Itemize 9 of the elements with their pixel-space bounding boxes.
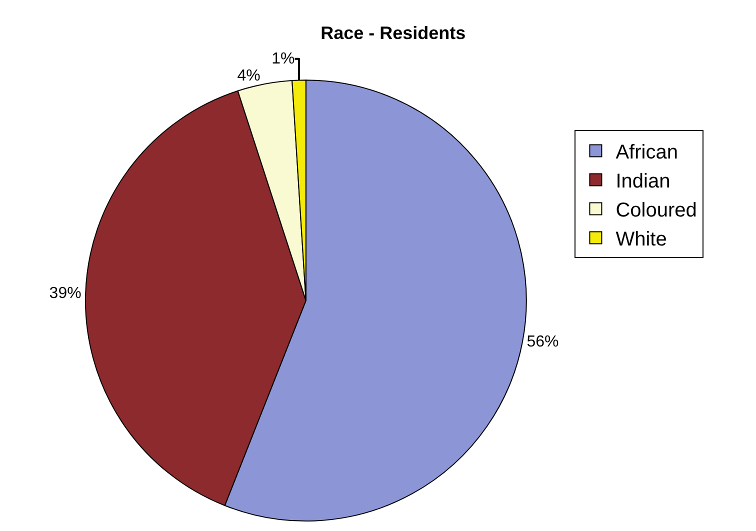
legend-label: White (616, 228, 667, 251)
data-label: 39% (49, 285, 82, 302)
legend-label: Indian (616, 170, 670, 193)
data-label: 1% (272, 50, 295, 68)
chart-title: Race - Residents (320, 23, 466, 44)
data-label: 4% (237, 67, 260, 84)
legend-label: African (616, 142, 678, 164)
data-label: 56% (526, 334, 559, 351)
legend-label: Coloured (616, 200, 697, 222)
